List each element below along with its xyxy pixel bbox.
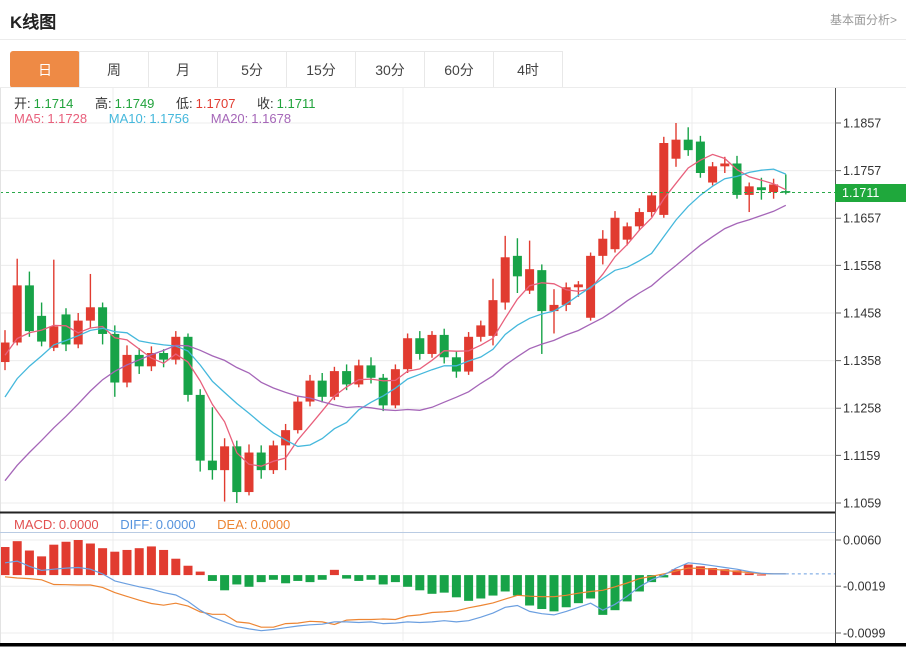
price-axis-labels: 1.1857 1.1757 1.1657 1.1558 1.1458 1.1358 1.12… — [835, 117, 885, 641]
chart-area: 1.1857 1.1757 1.1657 1.1558 1.1458 1.1358 1.12… — [0, 88, 906, 647]
open-label: 开: — [14, 96, 31, 111]
tab-week[interactable]: 周 — [79, 51, 149, 88]
tab-30min[interactable]: 30分 — [355, 51, 425, 88]
high-label: 高: — [95, 96, 112, 111]
ma20-label: MA20: — [210, 111, 249, 126]
high-value: 1.1749 — [114, 96, 155, 111]
macd-value: 0.0000 — [58, 517, 99, 532]
ma10-line — [4, 168, 787, 448]
svg-text:1.1159: 1.1159 — [843, 449, 880, 463]
tab-4hour[interactable]: 4时 — [493, 51, 563, 88]
low-value: 1.1707 — [195, 96, 236, 111]
page-title: K线图 — [10, 13, 57, 32]
tabs-underline — [0, 87, 906, 88]
tab-month[interactable]: 月 — [148, 51, 218, 88]
current-price-label: 1.1711 — [835, 184, 906, 202]
svg-text:1.1757: 1.1757 — [843, 164, 881, 178]
macd-panel — [0, 540, 835, 632]
svg-text:1.1657: 1.1657 — [843, 212, 881, 226]
ma-legend: MA5: 1.1728 MA10: 1.1756 MA20: 1.1678 — [14, 111, 294, 126]
ma5-label: MA5: — [14, 111, 45, 126]
macd-label: MACD: — [14, 517, 56, 532]
svg-text:1.1857: 1.1857 — [843, 117, 881, 131]
diff-label: DIFF: — [120, 517, 153, 532]
close-value: 1.1711 — [276, 96, 316, 111]
diff-value: 0.0000 — [155, 517, 196, 532]
svg-text:1.1358: 1.1358 — [843, 354, 881, 368]
dea-line — [4, 567, 786, 628]
svg-text:0.0060: 0.0060 — [843, 534, 881, 548]
svg-text:1.1458: 1.1458 — [843, 307, 881, 321]
diff-line — [4, 560, 786, 632]
tab-15min[interactable]: 15分 — [286, 51, 356, 88]
panel-borders — [0, 88, 906, 647]
ma5-value: 1.1728 — [47, 111, 88, 126]
period-tabs: 日 周 月 5分 15分 30分 60分 4时 — [10, 51, 563, 88]
tab-day[interactable]: 日 — [10, 51, 80, 88]
svg-text:1.1258: 1.1258 — [843, 402, 881, 416]
ohlc-legend: 开: 1.1714 高: 1.1749 低: 1.1707 收: 1.1711 — [14, 93, 318, 112]
dea-value: 0.0000 — [250, 517, 291, 532]
svg-text:-0.0019: -0.0019 — [843, 580, 885, 594]
open-value: 1.1714 — [33, 96, 74, 111]
kline-chart-canvas[interactable]: 1.1857 1.1757 1.1657 1.1558 1.1458 1.1358 1.12… — [0, 88, 906, 647]
svg-text:1.1558: 1.1558 — [843, 259, 881, 273]
tab-60min[interactable]: 60分 — [424, 51, 494, 88]
page-header: K线图 基本面分析> — [0, 0, 906, 40]
macd-legend: MACD: 0.0000 DIFF: 0.0000 DEA: 0.0000 — [14, 517, 293, 532]
ma5-line — [4, 153, 787, 467]
ma10-value: 1.1756 — [149, 111, 190, 126]
ma20-line — [4, 204, 787, 482]
svg-text:1.1059: 1.1059 — [843, 497, 881, 511]
ma20-value: 1.1678 — [251, 111, 292, 126]
tab-5min[interactable]: 5分 — [217, 51, 287, 88]
svg-text:-0.0099: -0.0099 — [843, 627, 885, 641]
ma10-label: MA10: — [108, 111, 147, 126]
close-label: 收: — [257, 96, 274, 111]
dea-label: DEA: — [217, 517, 248, 532]
fundamental-analysis-link[interactable]: 基本面分析> — [829, 13, 897, 27]
low-label: 低: — [176, 96, 193, 111]
